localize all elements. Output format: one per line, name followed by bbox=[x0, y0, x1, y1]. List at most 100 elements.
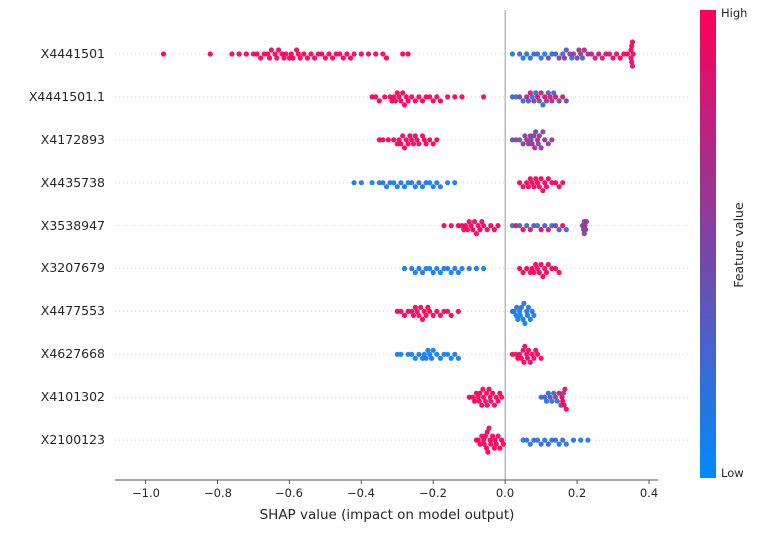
shap-point bbox=[441, 351, 447, 357]
x-tick-label: −0.8 bbox=[204, 486, 232, 500]
shap-point bbox=[430, 347, 436, 353]
shap-point bbox=[351, 51, 357, 57]
shap-point bbox=[513, 351, 519, 357]
shap-point bbox=[403, 94, 409, 100]
shap-point bbox=[538, 227, 544, 233]
shap-point bbox=[552, 394, 559, 400]
x-tick-label: −0.2 bbox=[419, 486, 447, 500]
shap-point bbox=[481, 223, 487, 229]
shap-point bbox=[464, 227, 470, 233]
shap-point bbox=[549, 437, 555, 443]
shap-point bbox=[455, 355, 461, 361]
shap-point bbox=[547, 94, 553, 100]
shap-point bbox=[517, 223, 523, 229]
shap-point bbox=[387, 180, 393, 186]
shap-point bbox=[405, 98, 411, 104]
shap-point bbox=[554, 398, 560, 404]
shap-point bbox=[524, 355, 531, 361]
shap-point bbox=[479, 219, 485, 225]
shap-point bbox=[522, 320, 528, 326]
shap-point bbox=[400, 133, 406, 139]
shap-point bbox=[536, 184, 542, 190]
shap-point bbox=[373, 94, 379, 100]
shap-point bbox=[481, 441, 487, 447]
shap-point bbox=[582, 223, 588, 229]
shap-point bbox=[479, 433, 485, 439]
shap-point bbox=[533, 261, 539, 268]
shap-point bbox=[281, 55, 287, 61]
shap-point bbox=[585, 437, 591, 443]
shap-point bbox=[405, 141, 411, 147]
shap-point bbox=[531, 133, 537, 139]
shap-point bbox=[445, 180, 451, 186]
shap-point bbox=[538, 90, 544, 96]
colorbar-low-label: Low bbox=[721, 466, 744, 480]
x-axis-title: SHAP value (impact on model output) bbox=[259, 507, 515, 523]
shap-point bbox=[534, 223, 541, 229]
shap-point bbox=[556, 55, 562, 61]
shap-point bbox=[524, 312, 531, 318]
shap-point bbox=[527, 176, 533, 182]
feature-label: X3207679 bbox=[40, 260, 105, 275]
shap-point bbox=[534, 265, 541, 272]
shap-point bbox=[437, 312, 443, 318]
shap-point bbox=[556, 390, 562, 396]
shap-point bbox=[520, 55, 526, 61]
shap-point bbox=[445, 351, 451, 357]
shap-point bbox=[536, 133, 542, 139]
shap-point bbox=[563, 98, 569, 104]
shap-point bbox=[621, 51, 627, 57]
shap-point bbox=[527, 269, 533, 276]
shap-point bbox=[552, 223, 559, 229]
feature-label: X4172893 bbox=[40, 132, 105, 147]
shap-point bbox=[416, 312, 422, 318]
shap-point bbox=[337, 51, 343, 57]
shap-point bbox=[509, 351, 515, 357]
shap-point bbox=[538, 441, 544, 447]
shap-point bbox=[427, 351, 433, 357]
shap-point bbox=[531, 223, 537, 229]
feature-value-colorbar bbox=[700, 10, 716, 478]
shap-point bbox=[434, 265, 440, 272]
shap-point bbox=[416, 180, 422, 186]
shap-point bbox=[470, 394, 476, 400]
x-tick-label: −1.0 bbox=[132, 486, 160, 500]
shap-point bbox=[437, 98, 443, 104]
shap-point bbox=[629, 39, 636, 45]
shap-point bbox=[445, 94, 451, 100]
shap-point bbox=[412, 269, 418, 276]
shap-point bbox=[483, 390, 490, 396]
shap-point bbox=[437, 269, 443, 276]
shap-point bbox=[308, 51, 314, 57]
shap-point bbox=[524, 180, 530, 186]
feature-label: X2100123 bbox=[40, 432, 105, 447]
shap-point bbox=[423, 94, 429, 100]
shap-point bbox=[394, 141, 400, 147]
shap-point bbox=[624, 51, 631, 57]
shap-point bbox=[531, 355, 537, 361]
shap-point bbox=[534, 137, 541, 143]
shap-point bbox=[419, 355, 426, 361]
shap-point bbox=[490, 390, 496, 396]
shap-point bbox=[405, 180, 411, 186]
shap-point bbox=[540, 188, 546, 194]
shap-point bbox=[556, 269, 562, 276]
shap-point bbox=[491, 445, 497, 451]
shap-point bbox=[581, 231, 587, 237]
shap-point bbox=[524, 351, 530, 357]
shap-point bbox=[250, 51, 256, 57]
shap-point bbox=[412, 304, 418, 310]
shap-point bbox=[560, 180, 566, 186]
shap-point bbox=[517, 351, 523, 357]
shap-point bbox=[400, 51, 406, 57]
shap-point bbox=[540, 102, 546, 108]
shap-point bbox=[427, 308, 433, 314]
shap-point bbox=[276, 47, 282, 53]
x-tick-label: 0.2 bbox=[567, 486, 587, 500]
shap-point bbox=[421, 137, 427, 143]
shap-point bbox=[391, 94, 397, 100]
shap-point bbox=[283, 51, 289, 57]
shap-point bbox=[482, 433, 488, 439]
shap-point bbox=[358, 51, 364, 57]
shap-point bbox=[243, 51, 249, 57]
